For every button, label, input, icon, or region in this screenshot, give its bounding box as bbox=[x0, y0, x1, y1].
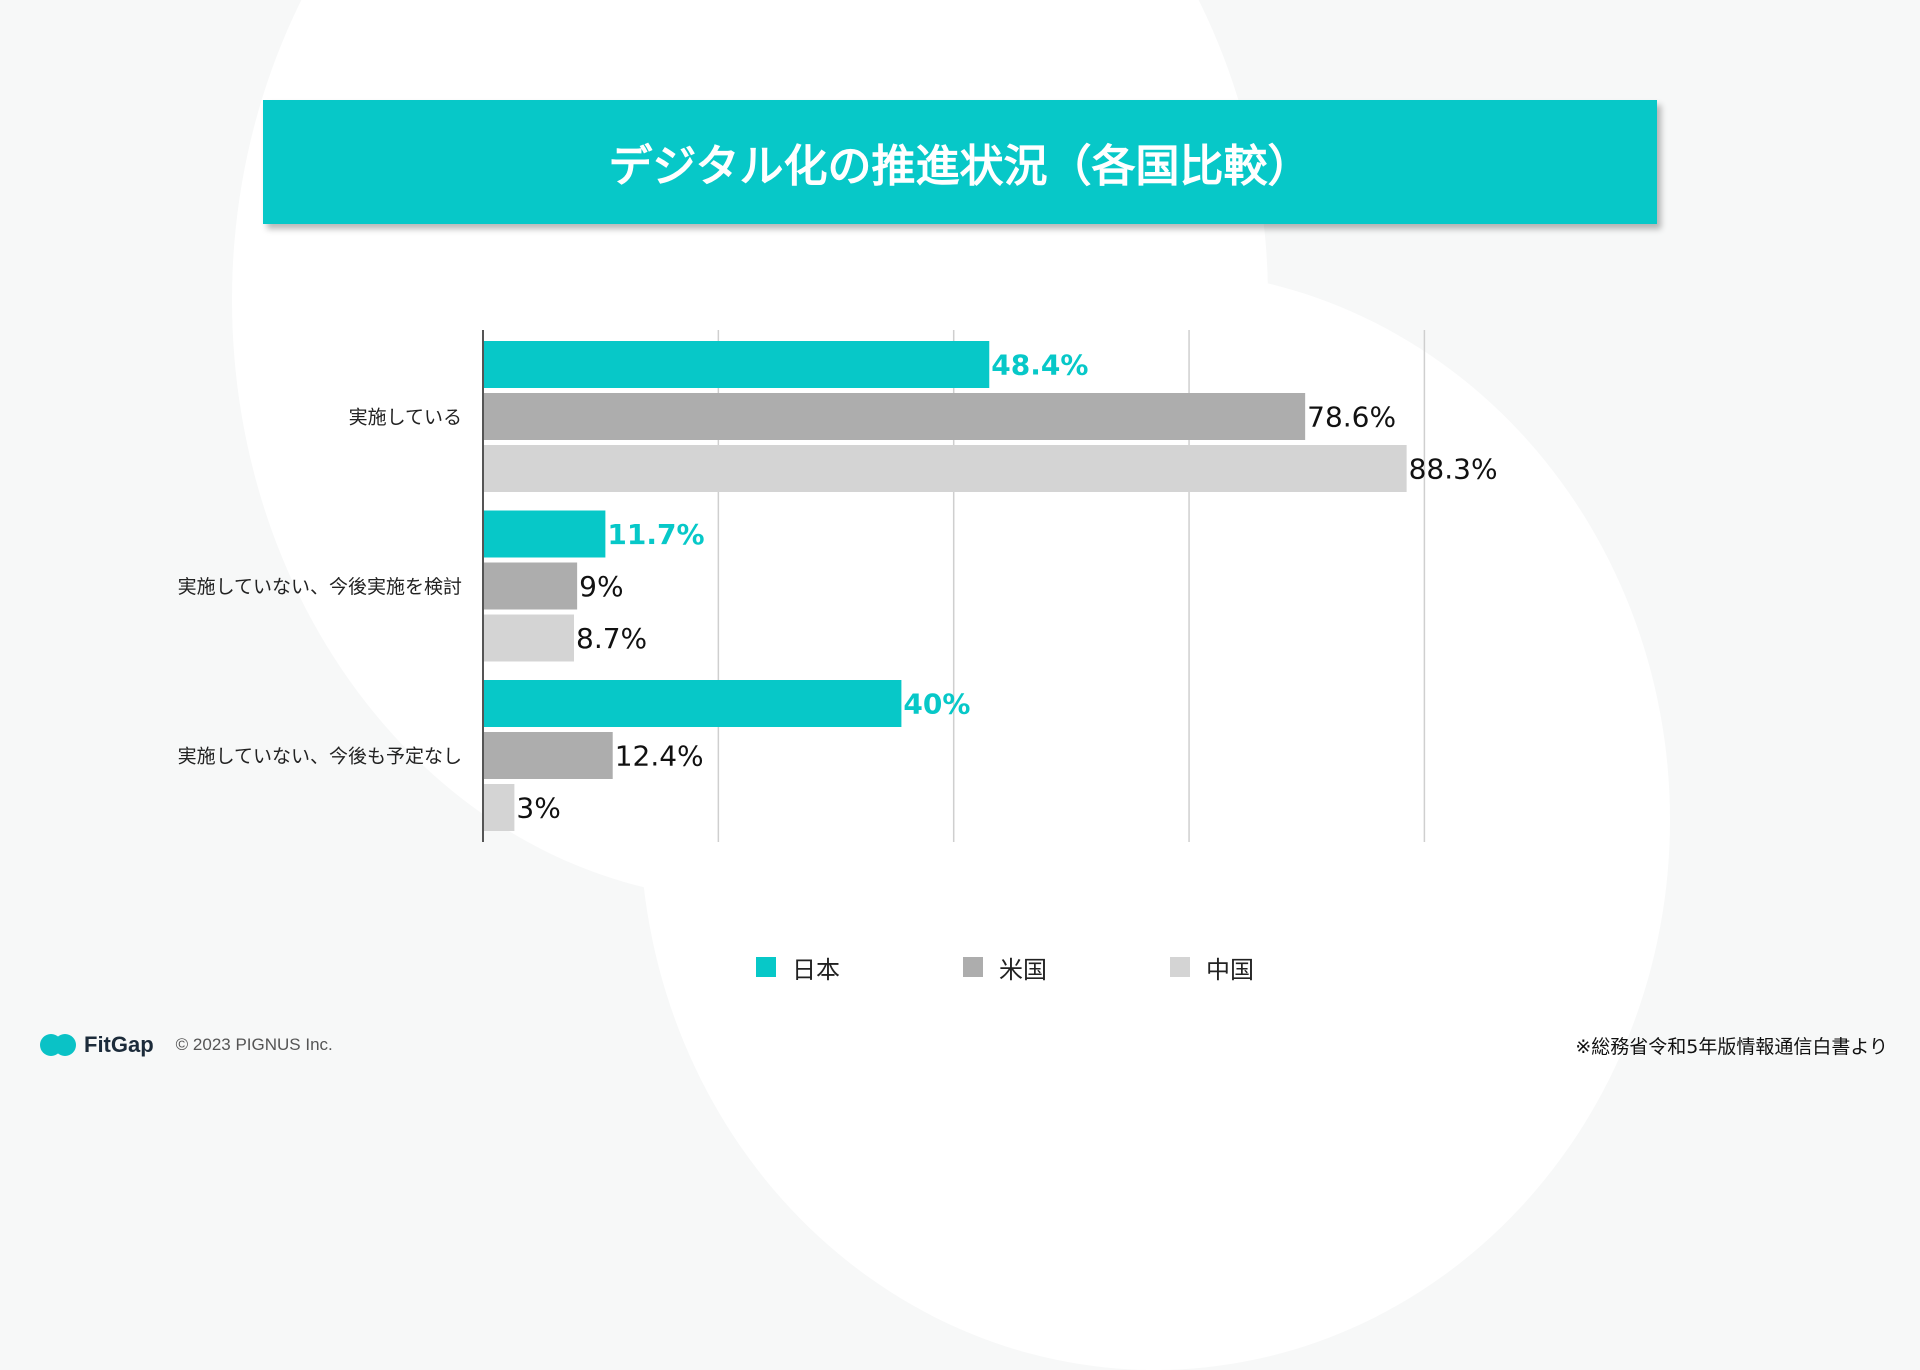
data-label: 9% bbox=[579, 570, 623, 603]
legend-swatch-japan bbox=[756, 957, 776, 977]
brand-name: FitGap bbox=[84, 1032, 154, 1057]
bar-3-2 bbox=[483, 732, 613, 779]
category-label: 実施していない、今後も予定なし bbox=[178, 746, 462, 768]
data-label: 3% bbox=[516, 792, 560, 825]
chart-title: デジタル化の推進状況（各国比較） bbox=[608, 141, 1312, 192]
legend-swatch-usa bbox=[963, 957, 983, 977]
bar-2-1 bbox=[483, 510, 606, 558]
data-label: 11.7% bbox=[607, 518, 704, 551]
category-label: 実施している bbox=[349, 407, 462, 429]
bar-1-2 bbox=[483, 393, 1306, 440]
footer-brand: FitGap © 2023 PIGNUS Inc. bbox=[40, 1032, 333, 1058]
legend-item-japan: 日本 bbox=[756, 950, 840, 984]
fitgap-logo-icon bbox=[40, 1034, 78, 1056]
bar-chart: 48.4% 78.6% 88.3% 実施している 11.7% 9% 8.7% 実施していない、… bbox=[178, 330, 1498, 842]
data-label: 88.3% bbox=[1409, 453, 1498, 486]
legend-label-usa: 米国 bbox=[999, 955, 1047, 984]
data-label: 12.4% bbox=[615, 740, 704, 773]
copyright-text: © 2023 PIGNUS Inc. bbox=[175, 1035, 333, 1054]
legend-item-usa: 米国 bbox=[963, 950, 1047, 984]
bar-1-3 bbox=[483, 445, 1407, 492]
data-label: 40% bbox=[903, 688, 970, 721]
bar-2-2 bbox=[483, 562, 578, 610]
bar-2-3 bbox=[483, 614, 575, 662]
bar-1-1 bbox=[483, 341, 990, 388]
legend-item-china: 中国 bbox=[1170, 950, 1254, 984]
legend-label-china: 中国 bbox=[1206, 955, 1254, 984]
bar-3-3 bbox=[483, 784, 515, 831]
data-label: 8.7% bbox=[576, 622, 647, 655]
category-label: 実施していない、今後実施を検討 bbox=[178, 576, 462, 598]
legend-swatch-china bbox=[1170, 957, 1190, 977]
legend-label-japan: 日本 bbox=[792, 955, 840, 984]
data-label: 78.6% bbox=[1307, 401, 1396, 434]
chart-legend: 日本 米国 中国 bbox=[0, 950, 1920, 984]
bar-3-1 bbox=[483, 680, 902, 727]
chart-title-banner: デジタル化の推進状況（各国比較） bbox=[263, 100, 1657, 224]
source-note: ※総務省令和5年版情報通信白書より bbox=[1575, 1036, 1888, 1058]
data-label: 48.4% bbox=[991, 349, 1088, 382]
